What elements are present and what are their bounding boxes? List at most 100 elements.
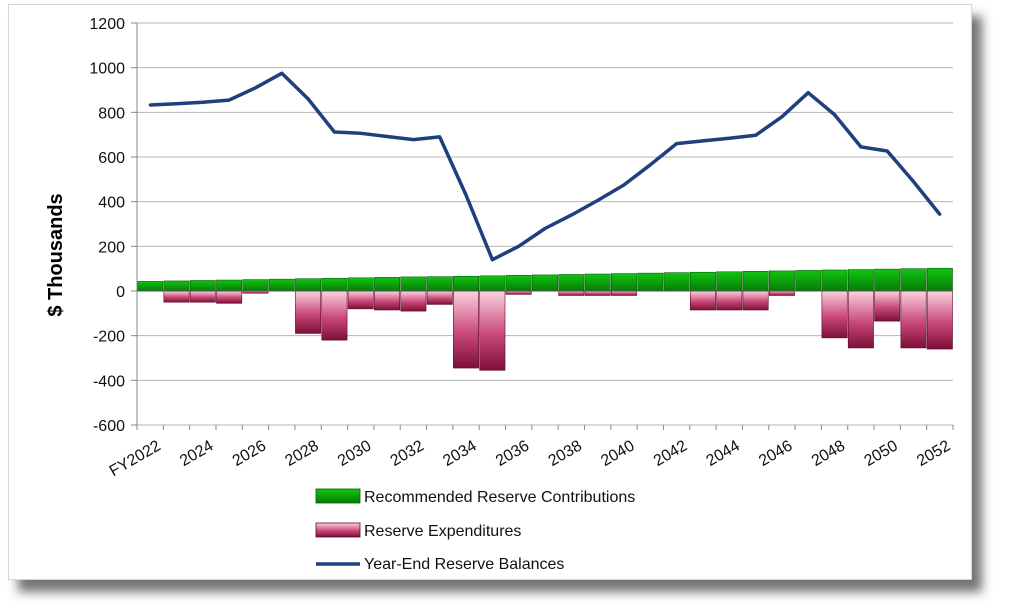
expenditure-bar: [584, 290, 611, 296]
y-tick-label: 800: [98, 105, 125, 122]
contribution-bar: [768, 270, 795, 292]
contribution-bar: [900, 268, 927, 292]
x-tick-label: 2038: [546, 437, 585, 470]
contribution-bar: [663, 272, 690, 292]
balance-point: [306, 97, 310, 101]
contribution-bar: [216, 279, 243, 292]
expenditure-bar: [163, 290, 190, 303]
balance-point: [280, 71, 284, 75]
y-tick-label: 600: [98, 150, 125, 167]
expenditure-bar: [874, 290, 901, 322]
y-tick-label: 0: [116, 284, 125, 301]
x-tick-label: 2052: [914, 437, 953, 470]
expenditure-bar: [689, 290, 716, 311]
x-tick-label: 2040: [598, 437, 637, 470]
contribution-bar: [426, 276, 453, 292]
expenditure-bar: [295, 290, 322, 334]
legend-label-balances: Year-End Reserve Balances: [364, 556, 564, 573]
expenditure-bar: [847, 290, 874, 349]
contribution-bar: [926, 267, 953, 292]
contribution-bar: [637, 272, 664, 292]
legend-label-contributions: Recommended Reserve Contributions: [364, 489, 635, 506]
x-tick-label: 2046: [756, 437, 795, 470]
expenditure-bar: [742, 290, 769, 311]
contribution-bar: [479, 275, 506, 292]
balance-point: [569, 213, 573, 217]
x-tick-label: 2050: [861, 437, 900, 470]
y-tick-label: 1200: [89, 16, 125, 33]
x-tick-label: 2042: [651, 437, 690, 470]
balance-point: [201, 100, 205, 104]
balance-point: [622, 183, 626, 187]
contribution-bar: [374, 277, 401, 292]
contribution-bar: [137, 281, 164, 292]
balance-point: [174, 102, 178, 106]
x-tick-label: 2028: [282, 437, 321, 470]
expenditure-bar: [926, 290, 953, 350]
y-tick-label: -200: [93, 329, 125, 346]
expenditure-bar: [611, 290, 637, 296]
contribution-bar: [742, 271, 769, 292]
balance-point: [227, 98, 231, 102]
y-tick-label: 400: [98, 195, 125, 212]
expenditure-bar: [374, 290, 401, 311]
balance-point: [833, 113, 837, 117]
balance-point: [411, 138, 415, 142]
contribution-bar: [163, 280, 190, 292]
expenditure-bar: [768, 290, 795, 296]
balance-point: [438, 135, 442, 139]
expenditure-bar: [216, 290, 243, 304]
x-tick-label: 2034: [440, 437, 479, 470]
contribution-bar: [295, 278, 322, 292]
contribution-bar: [847, 269, 874, 292]
balance-point: [780, 115, 784, 119]
balance-point: [859, 145, 863, 149]
x-tick-label: 2030: [335, 437, 374, 470]
contribution-bar: [505, 275, 532, 292]
expenditure-bar: [505, 290, 532, 295]
contribution-bar: [268, 278, 295, 292]
contribution-bar: [821, 269, 848, 292]
balance-point: [148, 103, 152, 107]
legend-label-expenditures: Reserve Expenditures: [364, 523, 521, 540]
x-tick-label: 2032: [388, 437, 427, 470]
contribution-bar: [611, 273, 637, 292]
bars: [137, 267, 953, 371]
contribution-bar: [242, 279, 269, 292]
axes: 1200 1000 800 600 400 200 0 -200 -400 -600 FY2022 2…: [89, 16, 953, 480]
balance-point: [385, 134, 389, 138]
y-axis-label: $ Thousands: [45, 193, 67, 316]
gridlines: [137, 22, 953, 426]
legend: Recommended Reserve Contributions Reserve…: [315, 488, 635, 573]
contribution-bar: [795, 270, 822, 292]
balance-point: [701, 139, 705, 143]
balance-point: [517, 244, 521, 248]
contribution-bar: [453, 275, 479, 292]
contribution-bar: [347, 277, 374, 292]
expenditure-bar: [426, 290, 453, 305]
expenditure-bar: [900, 290, 927, 349]
balance-point: [806, 91, 810, 95]
balance-point: [727, 136, 731, 140]
contribution-bar: [189, 280, 216, 292]
y-tick-label: -600: [93, 418, 125, 435]
expenditure-bar: [321, 290, 348, 341]
balance-point: [885, 149, 889, 153]
expenditure-bar: [453, 290, 479, 369]
balance-point: [912, 180, 916, 184]
contribution-bar: [716, 271, 743, 292]
contribution-bar: [400, 276, 427, 292]
balance-line: [148, 71, 942, 262]
balance-point: [754, 133, 758, 137]
balance-point: [359, 131, 363, 135]
y-tick-label: 200: [98, 239, 125, 256]
balance-point: [648, 163, 652, 167]
balance-line-path: [150, 71, 942, 262]
balance-point: [332, 130, 336, 134]
balance-point: [675, 142, 679, 146]
contribution-bar: [532, 274, 558, 292]
x-tick-label: 2026: [230, 437, 269, 470]
contribution-bar: [689, 271, 716, 292]
balance-point: [543, 226, 547, 230]
